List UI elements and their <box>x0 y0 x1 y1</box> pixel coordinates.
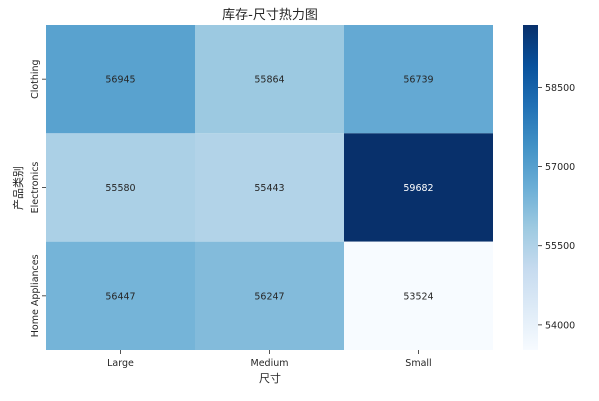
heatmap-cell-electronics-large <box>46 133 195 242</box>
y-tick-label: Home Appliances <box>30 254 41 337</box>
colorbar-tick-label: 58500 <box>545 83 575 94</box>
heatmap-cell-home-appliances-large <box>46 241 195 350</box>
heatmap-cell-home-appliances-small <box>344 241 493 350</box>
colorbar-ticks: 54000 55500 57000 58500 <box>538 83 575 331</box>
cell-value-label: 59682 <box>403 183 433 194</box>
heatmap-cell-labels: 56945 55864 56739 55580 55443 59682 56447 56247… <box>105 75 433 303</box>
cell-value-label: 55580 <box>105 183 135 194</box>
cell-value-label: 53524 <box>403 291 433 302</box>
y-tick-label: Electronics <box>30 162 41 214</box>
y-axis-ticks: Clothing Electronics Home Appliances <box>30 59 46 337</box>
cell-value-label: 55443 <box>254 183 284 194</box>
colorbar-tick-label: 55500 <box>545 241 575 252</box>
colorbar <box>523 25 538 350</box>
cell-value-label: 56447 <box>105 291 135 302</box>
heatmap-cell-electronics-medium <box>195 133 344 242</box>
cell-value-label: 56945 <box>105 75 135 86</box>
x-tick-label: Medium <box>251 358 289 369</box>
x-tick-label: Small <box>405 358 431 369</box>
heatmap-cell-clothing-medium <box>195 25 344 134</box>
chart-title: 库存-尺寸热力图 <box>222 7 318 23</box>
x-tick-label: Large <box>107 358 134 369</box>
heatmap-cell-clothing-large <box>46 25 195 134</box>
heatmap-cell-clothing-small <box>344 25 493 134</box>
heatmap-cells <box>46 25 493 350</box>
heatmap-cell-electronics-small <box>344 133 493 242</box>
colorbar-tick-label: 57000 <box>545 162 575 173</box>
cell-value-label: 56739 <box>403 75 433 86</box>
y-axis-label: 产品类别 <box>11 166 25 210</box>
y-tick-label: Clothing <box>30 59 41 99</box>
cell-value-label: 55864 <box>254 75 284 86</box>
heatmap-cell-home-appliances-medium <box>195 241 344 350</box>
x-axis-label: 尺寸 <box>259 371 281 385</box>
cell-value-label: 56247 <box>254 291 284 302</box>
x-axis-ticks: Large Medium Small <box>107 350 432 369</box>
colorbar-tick-label: 54000 <box>545 320 575 331</box>
